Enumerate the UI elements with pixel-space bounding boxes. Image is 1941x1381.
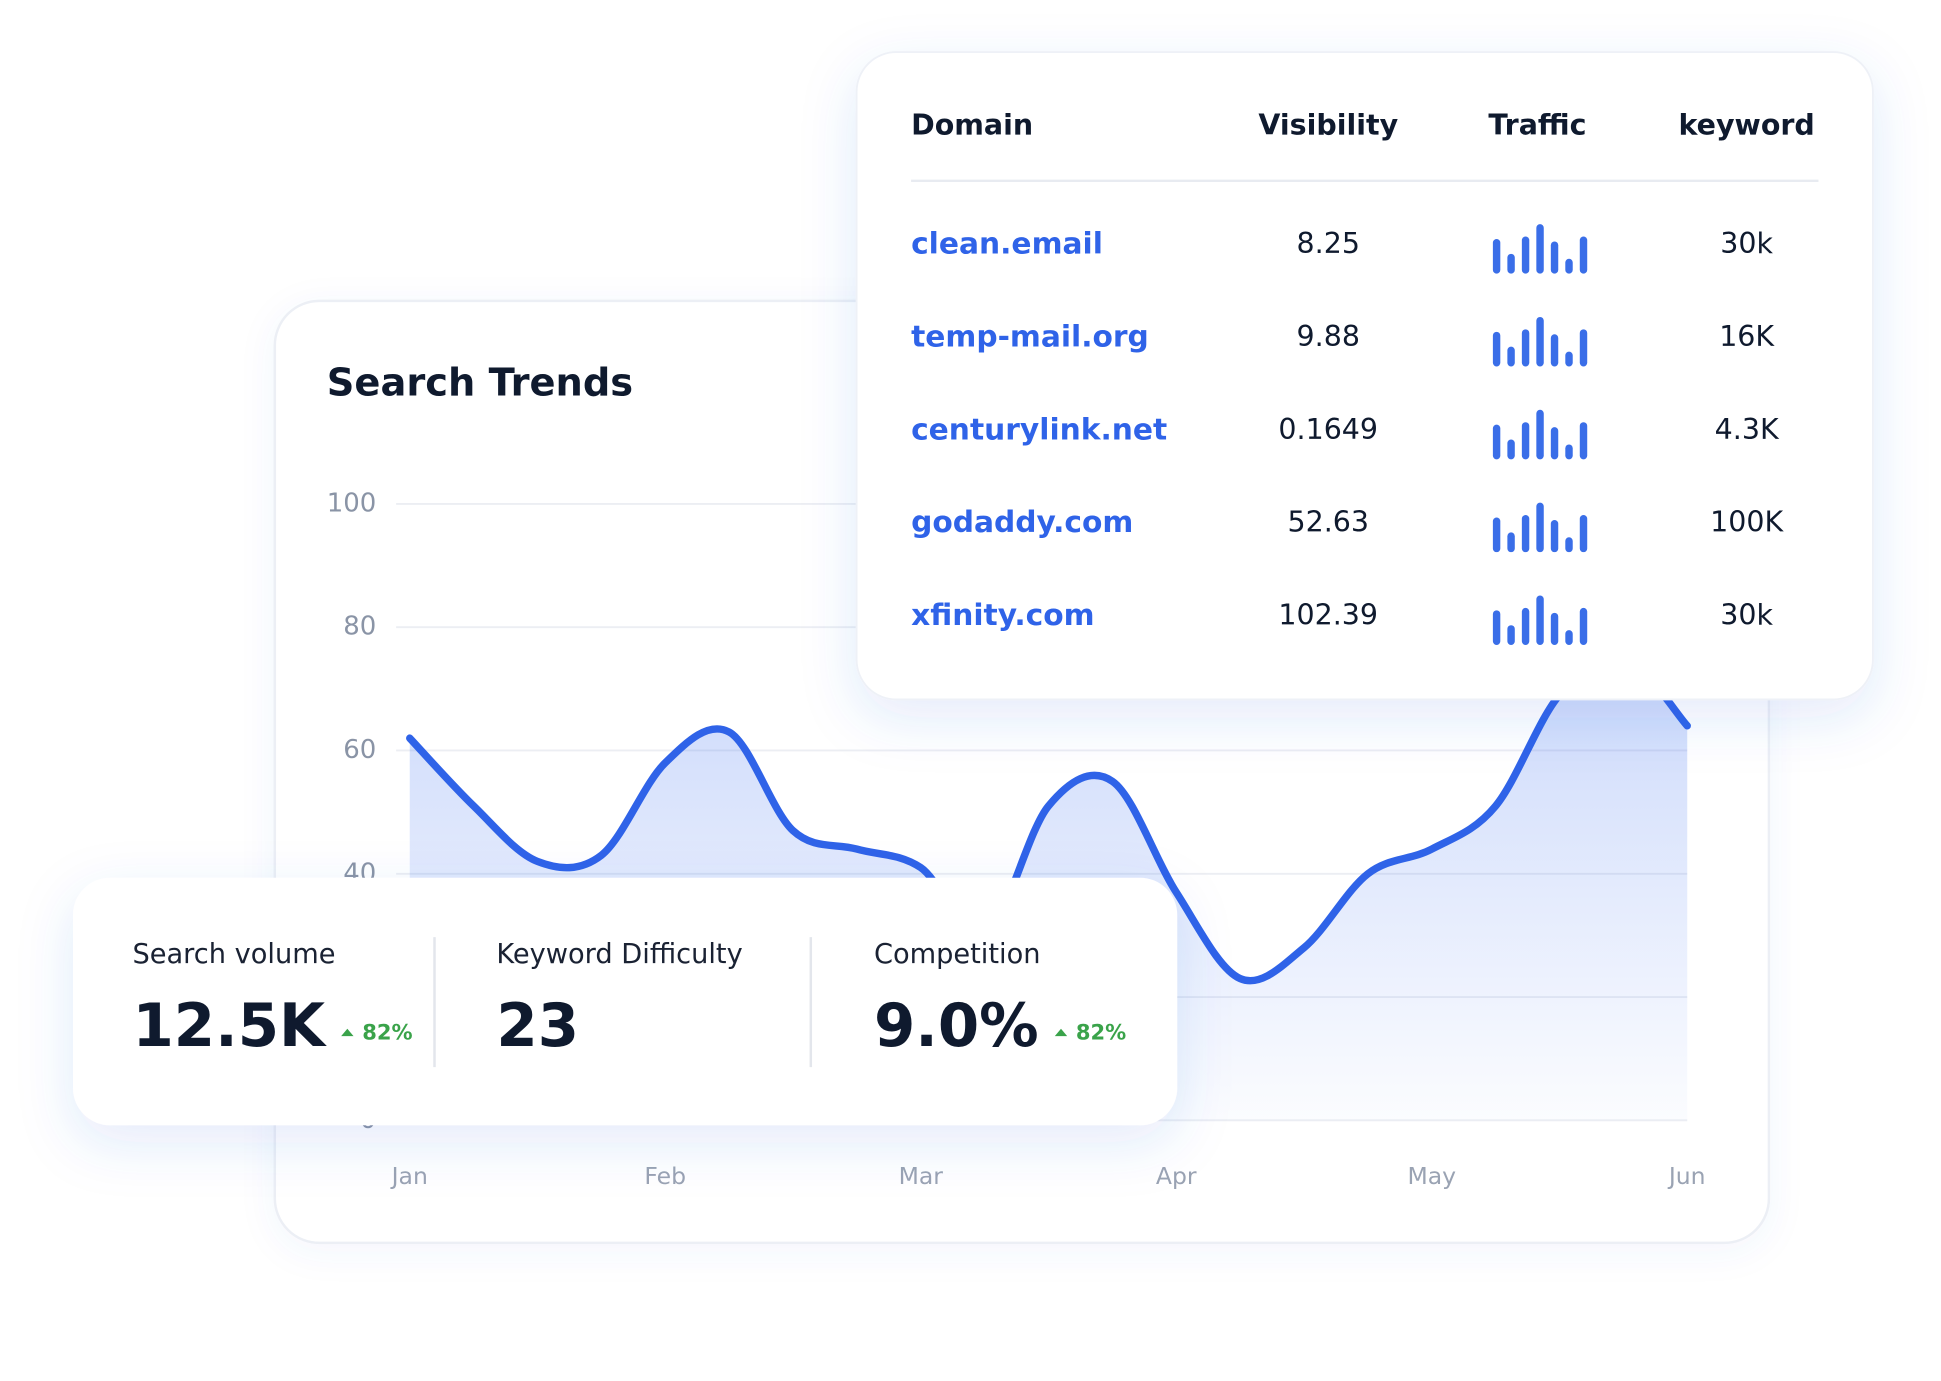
- y-tick-label: 60: [343, 735, 376, 765]
- visibility-cell: 8.25: [1297, 227, 1360, 260]
- stat-label: Search volume: [132, 939, 335, 970]
- traffic-bar: [1579, 607, 1588, 646]
- traffic-bar: [1521, 607, 1530, 646]
- visibility-cell: 102.39: [1278, 599, 1378, 632]
- x-tick-label: Apr: [1156, 1162, 1197, 1190]
- stats: Search volume 12.5K 82% Keyword Difficulty 2…: [132, 939, 1126, 1061]
- keyword-cell: 100K: [1710, 506, 1784, 539]
- visibility-cell: 0.1649: [1278, 413, 1378, 446]
- traffic-bar: [1579, 329, 1588, 367]
- line: [406, 653, 1691, 985]
- stat-value: 9.0%: [874, 992, 1039, 1061]
- traffic-bar: [1565, 258, 1573, 274]
- x-tick-label: May: [1407, 1162, 1456, 1190]
- traffic-bar: [1536, 502, 1544, 553]
- traffic-bar: [1565, 630, 1573, 646]
- up-arrow: [341, 1028, 354, 1037]
- traffic-bar: [1521, 329, 1530, 367]
- y-tick-label: 80: [343, 612, 376, 642]
- stat-value: 23: [496, 992, 579, 1061]
- stats-card: [73, 877, 1178, 1126]
- stat-change: 82%: [362, 1020, 412, 1045]
- x-tick-label: Jan: [390, 1162, 428, 1190]
- x-tick-label: Mar: [899, 1162, 944, 1190]
- x-tick-label: Jun: [1667, 1162, 1706, 1190]
- stat-value: 12.5K: [132, 992, 327, 1061]
- domain-link: clean.email: [911, 227, 1103, 262]
- traffic-bar: [1507, 253, 1515, 274]
- traffic-bar: [1565, 444, 1573, 460]
- traffic-bar: [1492, 424, 1501, 460]
- traffic-bar: [1550, 427, 1559, 460]
- traffic-bar: [1579, 422, 1588, 460]
- traffic-bar: [1492, 331, 1501, 367]
- keyword-cell: 30k: [1720, 227, 1773, 260]
- chart-title: Search Trends: [327, 361, 633, 406]
- up-arrow: [1054, 1028, 1068, 1037]
- traffic-bar: [1550, 241, 1559, 274]
- traffic-bar: [1536, 224, 1544, 274]
- x-tick-label: Feb: [644, 1162, 686, 1190]
- domain-link: godaddy.com: [911, 505, 1133, 540]
- traffic-bar: [1521, 236, 1530, 274]
- traffic-bar: [1536, 316, 1544, 367]
- traffic-bar: [1565, 351, 1573, 367]
- domain-link: temp-mail.org: [911, 320, 1149, 355]
- traffic-bar: [1507, 532, 1515, 553]
- traffic-bar: [1507, 346, 1515, 367]
- domain-link: centurylink.net: [911, 412, 1167, 447]
- traffic-bar: [1492, 517, 1501, 553]
- y-tick-label: 100: [327, 488, 377, 518]
- stat-change: 82%: [1076, 1020, 1126, 1045]
- keyword-cell: 16K: [1719, 320, 1775, 353]
- traffic-bar: [1536, 409, 1544, 460]
- traffic-bar: [1507, 625, 1515, 646]
- column-header: Domain: [911, 108, 1033, 141]
- traffic-bar: [1550, 519, 1559, 553]
- keyword-cell: 4.3K: [1715, 413, 1780, 446]
- column-header: keyword: [1678, 108, 1814, 141]
- table-card: [855, 51, 1874, 701]
- traffic-bar: [1521, 422, 1530, 460]
- column-header: Visibility: [1258, 108, 1398, 141]
- traffic-bar: [1507, 439, 1515, 460]
- domain-link: xfinity.com: [911, 598, 1094, 633]
- visibility-cell: 9.88: [1297, 320, 1360, 353]
- stat-label: Keyword Difficulty: [496, 939, 742, 970]
- traffic-bar: [1579, 236, 1588, 274]
- traffic-bar: [1550, 334, 1559, 367]
- traffic-bar: [1536, 595, 1544, 646]
- table: Domain Visibility Traffic keyword clean.emai…: [911, 108, 1815, 646]
- keyword-cell: 30k: [1720, 599, 1773, 632]
- traffic-bar: [1521, 515, 1530, 553]
- column-header: Traffic: [1488, 108, 1586, 141]
- traffic-bar: [1565, 537, 1573, 553]
- traffic-bar: [1579, 515, 1588, 553]
- traffic-bar: [1492, 610, 1501, 646]
- traffic-bar: [1550, 612, 1559, 646]
- stat-label: Competition: [874, 939, 1041, 970]
- traffic-bar: [1492, 238, 1501, 274]
- visibility-cell: 52.63: [1287, 506, 1369, 539]
